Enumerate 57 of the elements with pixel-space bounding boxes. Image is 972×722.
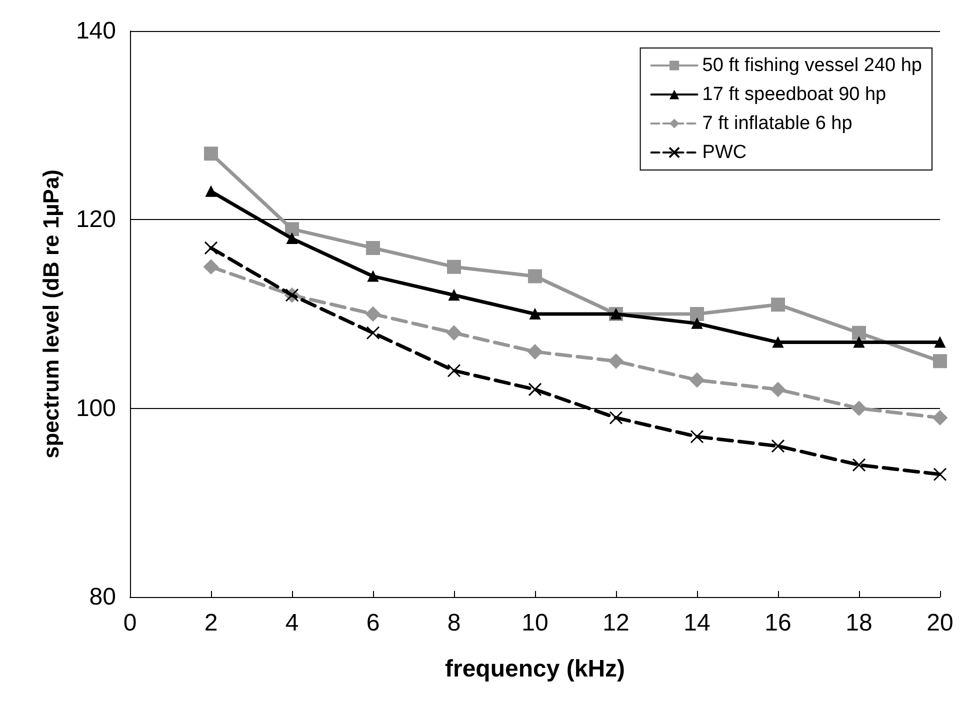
x-tick-label: 2	[204, 610, 218, 636]
point	[204, 146, 218, 161]
y-tick-label: 100	[76, 394, 116, 422]
point	[286, 233, 298, 244]
point	[692, 318, 702, 329]
y-axis-title: spectrum level (dB re 1µPa)	[38, 169, 64, 459]
point	[772, 336, 784, 348]
point	[528, 344, 542, 360]
y-tick-label: 140	[76, 18, 116, 44]
point	[530, 308, 540, 320]
point	[528, 269, 542, 284]
x-tick-label: 16	[764, 610, 792, 636]
point	[366, 306, 380, 322]
point	[690, 307, 704, 321]
legend-label: 7 ft inflatable 6 hp	[702, 113, 852, 134]
legend-label: PWC	[702, 142, 747, 163]
y-tick-label: 120	[76, 206, 116, 234]
point	[932, 410, 948, 426]
x-axis-title: frequency (kHz)	[444, 656, 626, 682]
x-tick-label: 6	[366, 610, 380, 636]
point	[852, 458, 866, 472]
point	[206, 186, 216, 197]
point	[934, 336, 946, 348]
legend-label: 17 ft speedboat 90 hp	[702, 84, 886, 105]
point	[690, 430, 704, 444]
point	[446, 325, 462, 340]
y-tick-label: 80	[89, 584, 116, 610]
point	[366, 240, 380, 255]
point	[366, 326, 380, 340]
point	[608, 354, 624, 369]
x-tick-label: 20	[926, 610, 954, 636]
point	[204, 259, 218, 274]
point	[204, 241, 218, 255]
point	[448, 290, 460, 301]
point	[368, 270, 378, 282]
point	[771, 298, 785, 312]
x-tick-label: 12	[602, 610, 630, 636]
point	[285, 222, 299, 236]
point	[852, 326, 866, 340]
legend-label: 50 ft fishing vessel 240 hp	[702, 55, 922, 76]
point	[770, 382, 786, 397]
point	[933, 468, 947, 482]
x-tick-label: 4	[285, 610, 299, 636]
point	[771, 439, 785, 453]
point	[528, 382, 542, 396]
point	[447, 364, 461, 378]
x-tick-label: 8	[447, 610, 461, 636]
point	[852, 400, 866, 416]
x-tick-label: 10	[522, 610, 548, 636]
point	[609, 411, 623, 425]
x-tick-label: 14	[684, 610, 710, 636]
point	[447, 260, 461, 274]
point	[690, 372, 704, 388]
x-tick-label: 18	[846, 610, 872, 636]
x-tick-label: 0	[123, 610, 137, 636]
point	[854, 336, 864, 348]
point	[933, 354, 947, 368]
